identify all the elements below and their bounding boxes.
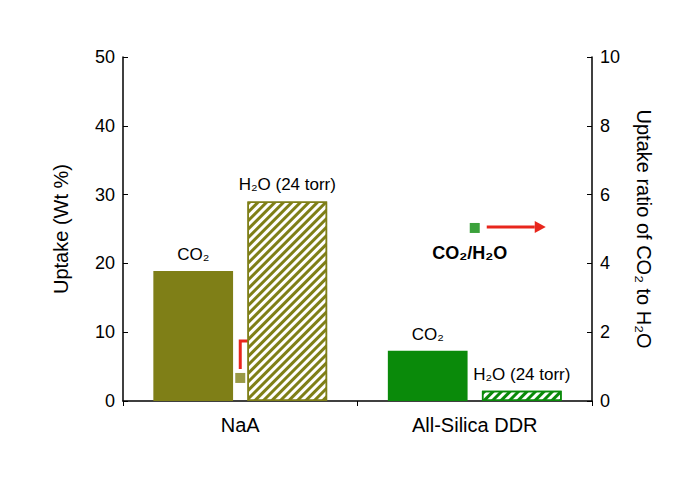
svg-text:40: 40 bbox=[95, 116, 115, 136]
svg-text:4: 4 bbox=[600, 253, 610, 273]
svg-text:H₂O (24 torr): H₂O (24 torr) bbox=[473, 365, 570, 384]
svg-text:30: 30 bbox=[95, 185, 115, 205]
svg-text:NaA: NaA bbox=[221, 414, 261, 436]
svg-text:0: 0 bbox=[105, 391, 115, 411]
svg-text:Uptake (Wt %): Uptake (Wt %) bbox=[50, 164, 72, 294]
svg-text:6: 6 bbox=[600, 185, 610, 205]
svg-text:CO₂: CO₂ bbox=[177, 245, 209, 264]
svg-text:H₂O (24 torr): H₂O (24 torr) bbox=[239, 175, 336, 194]
svg-text:0: 0 bbox=[600, 391, 610, 411]
svg-text:2: 2 bbox=[600, 322, 610, 342]
svg-text:20: 20 bbox=[95, 253, 115, 273]
svg-text:CO₂: CO₂ bbox=[412, 325, 444, 344]
svg-text:10: 10 bbox=[95, 322, 115, 342]
svg-text:All-Silica DDR: All-Silica DDR bbox=[412, 414, 538, 436]
svg-text:Uptake ratio of CO₂ to H₂O: Uptake ratio of CO₂ to H₂O bbox=[633, 110, 655, 349]
svg-text:CO₂/H₂O: CO₂/H₂O bbox=[432, 243, 507, 263]
svg-text:10: 10 bbox=[600, 47, 620, 67]
svg-text:8: 8 bbox=[600, 116, 610, 136]
svg-text:50: 50 bbox=[95, 47, 115, 67]
